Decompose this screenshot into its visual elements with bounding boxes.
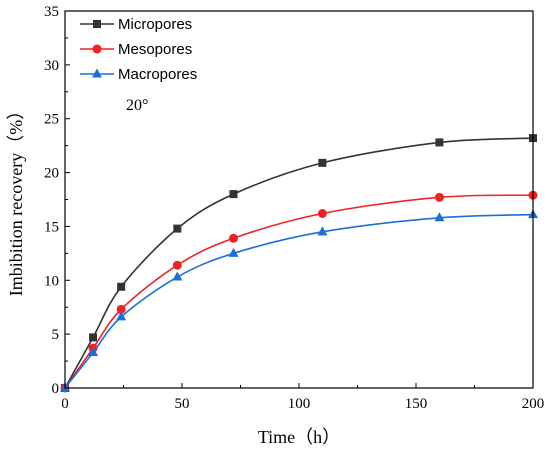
legend-label: Mesopores [118,41,192,58]
series-line [64,137,534,389]
data-point [228,247,239,257]
y-tick-label: 20 [44,166,59,182]
series-micropores [61,134,537,392]
legend: Micropores Mesopores Macropores [80,16,197,83]
legend-item: Macropores [80,66,197,83]
legend-marker [92,68,102,78]
series-macropores [60,209,538,392]
data-point [172,271,183,281]
x-axis-title: Time（h） [258,427,340,447]
x-tick-label: 100 [288,396,311,412]
legend-marker [92,44,102,54]
data-point [434,212,445,222]
data-point [117,282,126,291]
y-axis-title: Imbibition recovery（%） [6,102,26,296]
data-point [228,233,238,243]
data-point [434,192,444,202]
x-tick-label: 50 [175,396,190,412]
series-layer [60,134,538,393]
y-tick-label: 0 [52,381,60,397]
data-point [317,226,328,236]
data-point [229,190,238,199]
data-point [116,311,127,321]
y-tick-label: 25 [44,112,59,128]
series-line [64,213,534,389]
y-tick-label: 10 [44,273,59,289]
series-mesopores [60,190,538,393]
data-point [435,138,444,147]
data-point [89,333,98,342]
legend-item: Mesopores [80,41,192,58]
legend-label: Micropores [118,16,192,33]
series-line [64,194,534,389]
x-tick-label: 200 [522,396,545,412]
y-tick-label: 15 [44,219,59,235]
data-point [88,346,99,356]
data-point [173,224,182,233]
axes-layer: 0 50 100 150 200 0 5 10 15 20 25 30 35 [44,4,544,412]
data-point [318,158,327,167]
x-tick-label: 0 [61,396,69,412]
data-point [317,209,327,219]
data-point [172,260,182,270]
legend-marker [93,20,101,28]
x-tick-label: 150 [405,396,428,412]
y-tick-label: 30 [44,58,59,74]
y-tick-label: 5 [52,327,60,343]
legend-item: Micropores [80,16,192,33]
data-point [116,304,126,314]
y-tick-label: 35 [44,4,59,20]
legend-label: Macropores [118,66,197,83]
temperature-annotation: 20° [126,97,148,114]
